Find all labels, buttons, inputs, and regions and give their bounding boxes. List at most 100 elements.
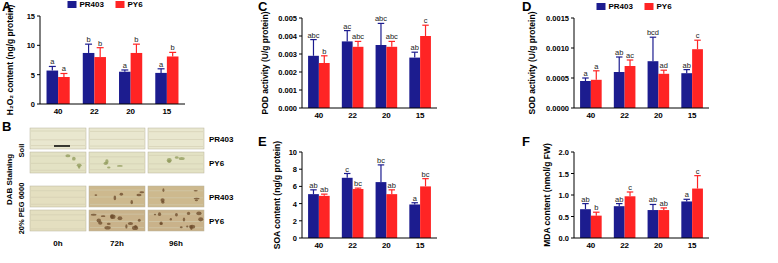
bar [376, 45, 387, 108]
legend-label: PR403 [609, 2, 634, 11]
stain-spot [104, 226, 110, 230]
significance-letter: ab [411, 43, 419, 52]
x-axis [574, 238, 709, 239]
y-tick-label: 0 [31, 100, 35, 109]
significance-letter: ab [309, 181, 317, 190]
leaf-image [30, 152, 86, 173]
y-tick-label: 0.0010 [546, 44, 569, 53]
stain-spot [194, 198, 200, 200]
stain-spot [167, 158, 172, 163]
bar [319, 63, 330, 108]
leaf-image [89, 152, 145, 173]
error-stem [136, 44, 137, 53]
stain-spot [101, 215, 105, 217]
leaf-image [89, 128, 145, 149]
marks [580, 176, 703, 238]
y-tick-label: 10 [289, 148, 297, 157]
genotype-label: PR403 [209, 135, 234, 144]
error-bar [694, 40, 700, 49]
error-stem [347, 31, 348, 42]
leaf-vein [31, 190, 85, 191]
bar [614, 72, 625, 108]
error-bar [683, 70, 689, 74]
significance-letter: bc [354, 179, 362, 188]
panel-d: DSOD activity (U/g protein)aabbcdabaacad… [522, 0, 709, 120]
significance-letter: ab [615, 48, 623, 57]
error-bar [133, 44, 140, 53]
error-stem [313, 40, 314, 56]
y-tick [299, 54, 302, 55]
stain-image [148, 210, 204, 231]
significance-letter: c [628, 183, 632, 192]
leaf-vein [149, 190, 203, 191]
bar [681, 201, 692, 238]
x-axis [574, 108, 709, 109]
bar [409, 204, 420, 238]
bar [658, 74, 669, 108]
x-tick-label: 20 [382, 111, 391, 120]
leaf-image [30, 128, 86, 149]
y-tick-label: 8 [293, 165, 297, 174]
error-stem [596, 71, 597, 80]
y-tick-label: 0.005 [278, 14, 297, 23]
significance-letter: ab [660, 199, 668, 208]
y-axis-label: MDA content (nmol/g FW) [542, 143, 552, 247]
error-stem [697, 176, 698, 189]
error-bar [85, 44, 92, 53]
y-tick [571, 173, 574, 174]
significance-letter: abc [386, 32, 398, 41]
error-bar [582, 78, 588, 81]
y-tick-label: 6 [293, 182, 297, 191]
stain-spot [65, 154, 70, 157]
x-tick-label: 15 [162, 107, 171, 116]
error-stem [313, 190, 314, 194]
y-tick [299, 90, 302, 91]
stain-spot [139, 191, 144, 193]
leaf-image [30, 186, 86, 207]
error-bar [627, 60, 633, 66]
genotype-label: PY6 [209, 217, 225, 226]
y-tick-label: 1.0 [559, 191, 569, 200]
significance-letter: a [50, 57, 55, 66]
stain-spot [186, 225, 188, 227]
error-bar [378, 165, 384, 182]
leaf-vein [90, 139, 144, 140]
significance-letter: a [123, 61, 128, 70]
error-bar [422, 179, 428, 187]
stain-spot [162, 188, 164, 192]
legend-swatch [597, 3, 606, 10]
error-bar [683, 199, 689, 201]
bar [308, 56, 319, 108]
leaf-image [148, 152, 204, 173]
error-stem [629, 60, 630, 66]
y-tick [571, 238, 574, 239]
significance-letter: a [594, 62, 599, 71]
x-tick-label: 15 [688, 111, 697, 120]
x-tick-label: 15 [688, 241, 697, 250]
time-label: 0h [53, 239, 62, 248]
error-stem [160, 69, 161, 73]
y-tick [37, 16, 40, 17]
leaf-vein [90, 163, 144, 164]
y-tick-label: 0.000 [278, 104, 297, 113]
bar [353, 189, 364, 238]
error-bar [411, 203, 417, 205]
bar [580, 81, 591, 108]
significance-letter: c [345, 165, 349, 174]
bar [420, 36, 431, 108]
significance-letter: a [685, 190, 690, 199]
significance-letter: abc [352, 32, 364, 41]
stain-image [30, 152, 86, 173]
stain-spot [120, 193, 123, 196]
error-bar [389, 41, 395, 46]
error-bar [310, 190, 316, 194]
significance-letter: bc [422, 170, 430, 179]
error-bar [411, 52, 417, 57]
stain-spot [196, 212, 201, 216]
error-stem [425, 25, 426, 36]
x-tick-label: 20 [382, 241, 391, 250]
stain-spot [183, 217, 185, 221]
stain-spot [117, 165, 123, 167]
stain-spot [132, 226, 138, 230]
bar [591, 80, 602, 108]
